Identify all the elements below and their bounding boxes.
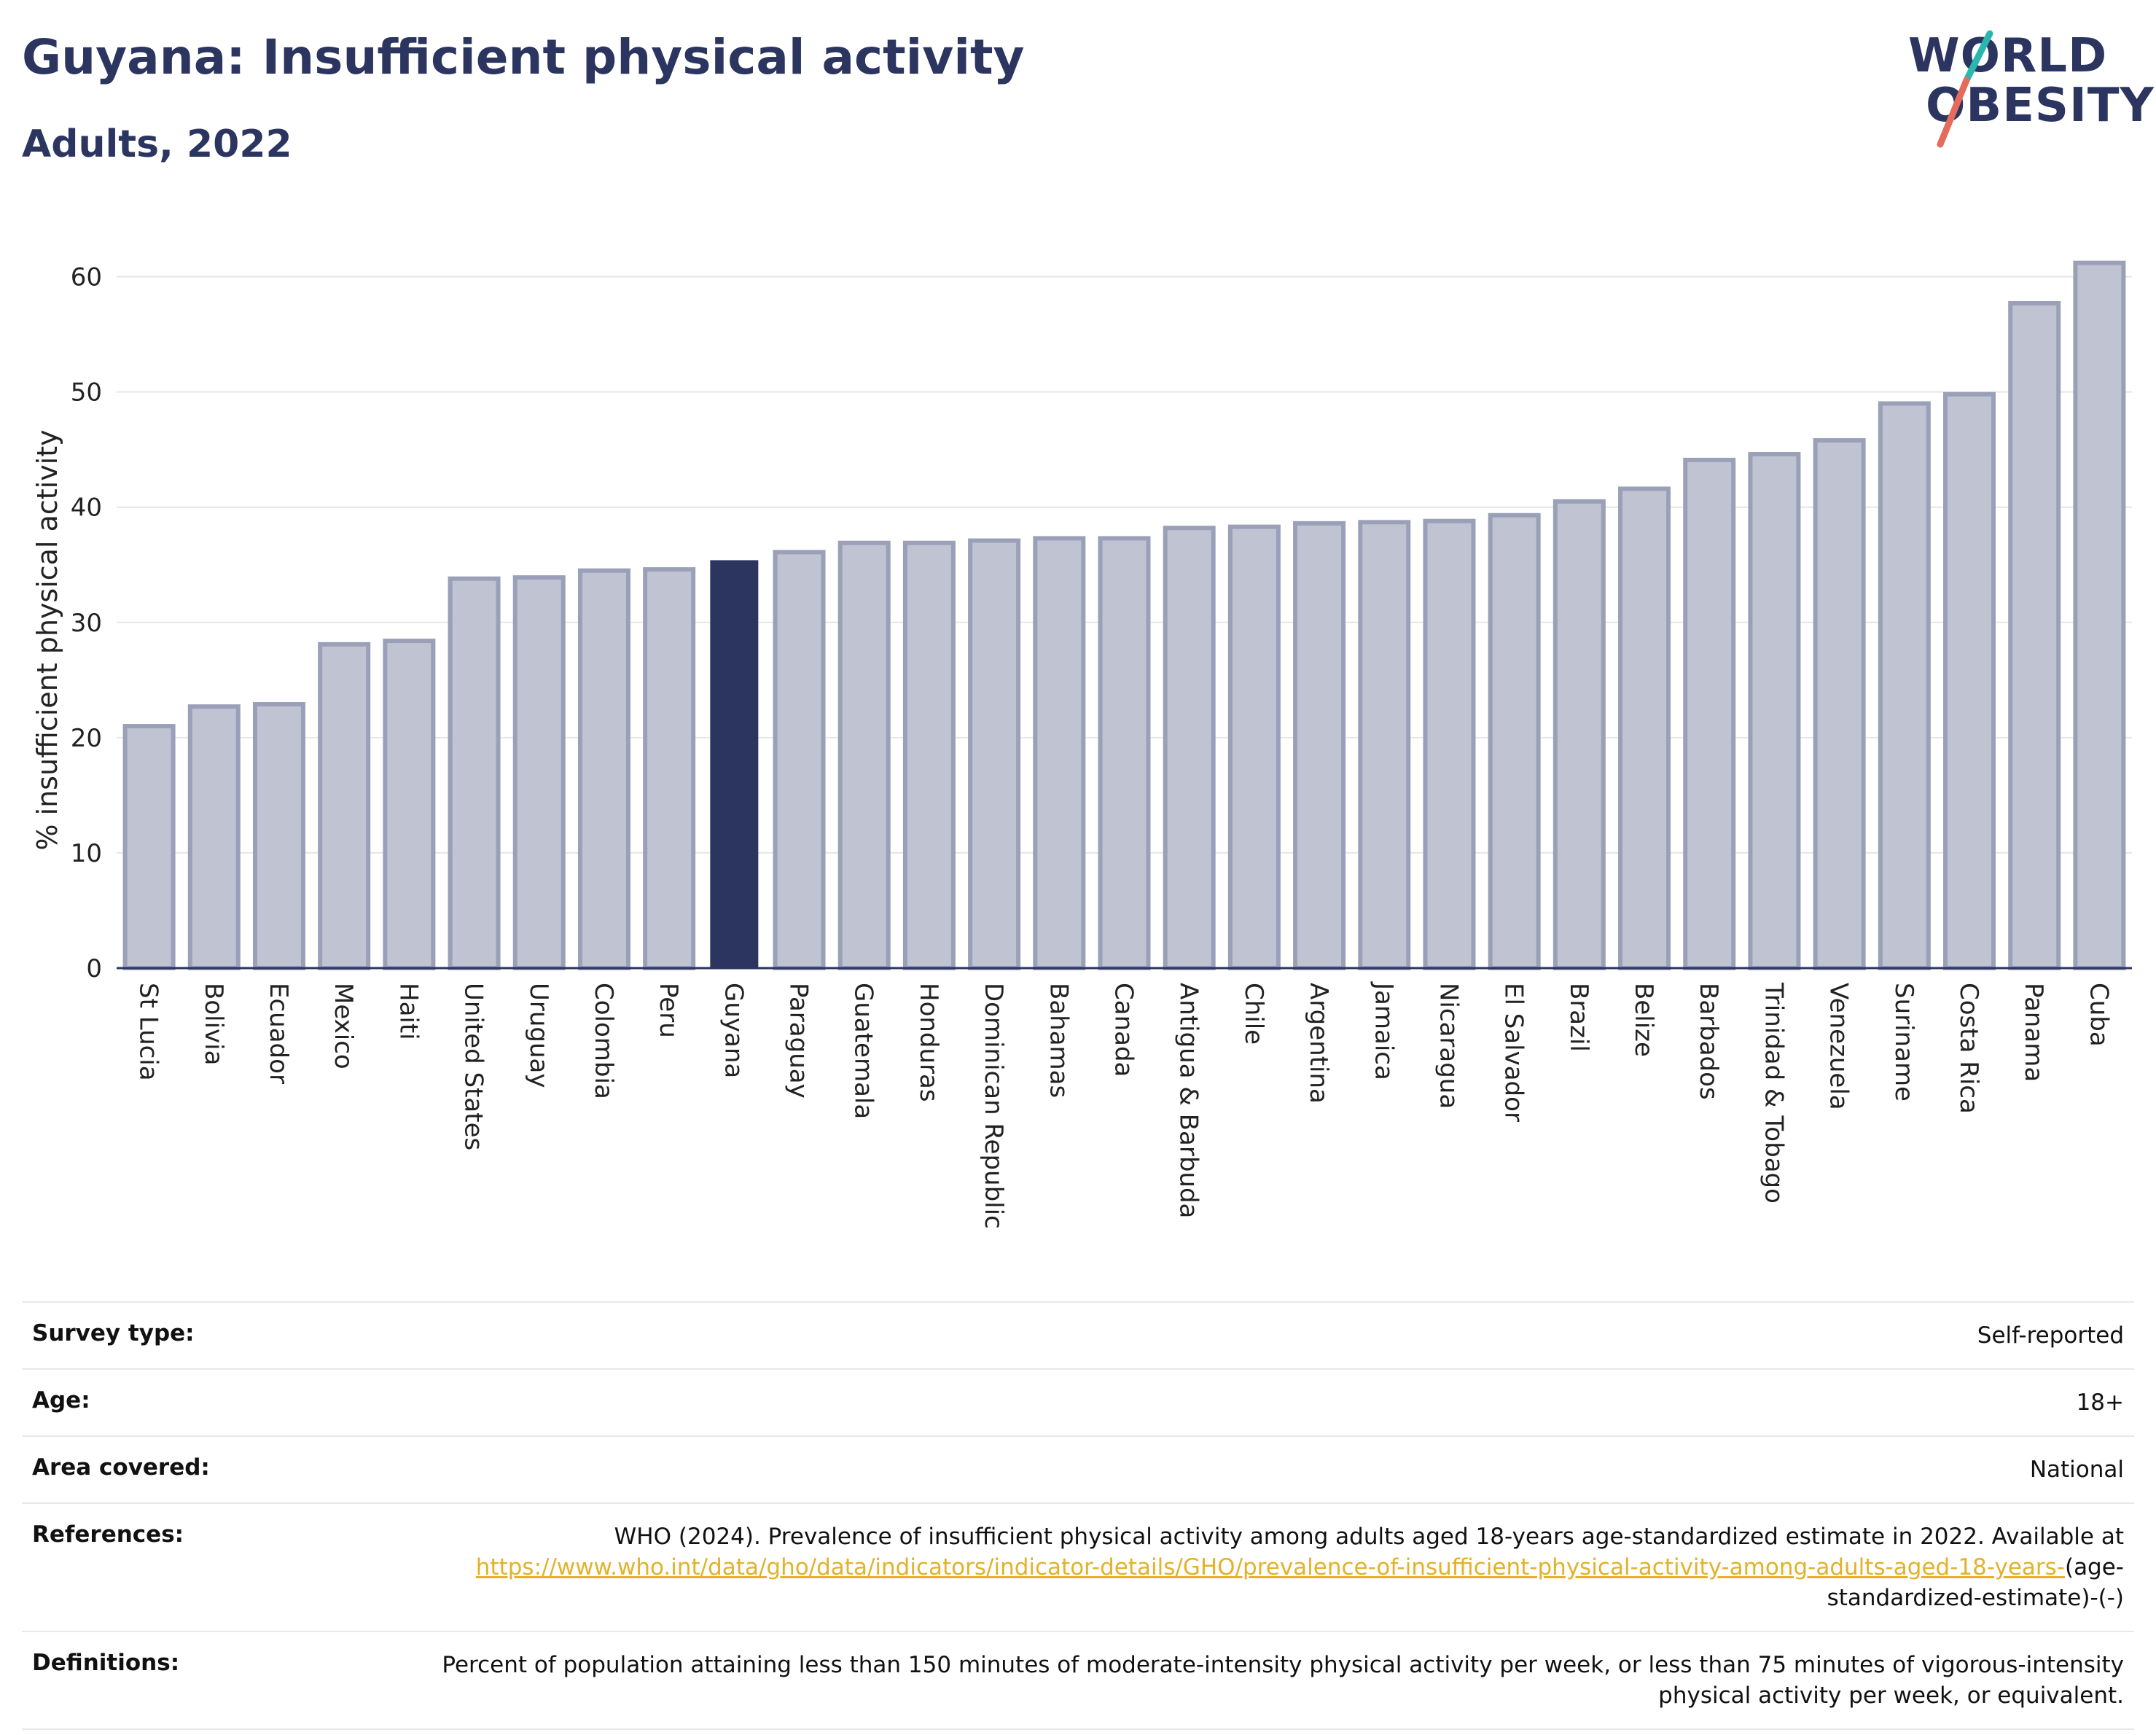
bar-canada [1098, 536, 1151, 970]
y-tick-label: 10 [71, 839, 102, 868]
bar-colombia [577, 568, 630, 970]
chart-title: Guyana: Insufficient physical activity [22, 29, 1025, 85]
x-tick-label: St Lucia [134, 983, 163, 1081]
bar-honduras [902, 540, 956, 970]
bar-el-salvador [1488, 512, 1541, 970]
definitions-row: Definitions: Percent of population attai… [22, 1631, 2134, 1730]
x-tick-label: Guatemala [849, 983, 878, 1119]
area-row: Area covered: National [22, 1435, 2134, 1503]
x-tick-label: Canada [1109, 983, 1138, 1077]
references-link[interactable]: https://www.who.int/data/gho/data/indica… [475, 1554, 2065, 1580]
bar-venezuela [1813, 438, 1866, 970]
x-tick-label: Nicaragua [1434, 983, 1463, 1109]
bar-suriname [1878, 401, 1931, 970]
chart-subtitle: Adults, 2022 [22, 122, 292, 166]
bar-bolivia [187, 704, 241, 970]
x-tick-label: Mexico [329, 983, 358, 1069]
bar-uruguay [512, 575, 566, 970]
y-tick-label: 60 [71, 263, 102, 292]
x-tick-label: Bahamas [1044, 983, 1073, 1098]
bar-united-states [448, 576, 501, 970]
logo-line-1: WORLD [1908, 29, 2108, 83]
bar-ecuador [252, 702, 305, 971]
bar-panama [2008, 300, 2061, 971]
bar-nicaragua [1423, 518, 1476, 971]
bar-peru [643, 567, 696, 970]
bar-bahamas [1033, 536, 1086, 970]
bar-trinidad-tobago [1748, 452, 1801, 970]
bar-argentina [1293, 520, 1346, 970]
definitions-label: Definitions: [22, 1631, 348, 1730]
age-row: Age: 18+ [22, 1368, 2134, 1436]
x-tick-label: Antigua & Barbuda [1174, 983, 1203, 1218]
x-tick-label: Haiti [394, 983, 423, 1040]
bars [122, 260, 2126, 971]
bar-belize [1618, 486, 1671, 970]
y-tick-label: 0 [86, 954, 102, 983]
bar-brazil [1552, 499, 1606, 971]
bar-antigua-barbuda [1163, 526, 1216, 970]
x-tick-label: Brazil [1564, 983, 1593, 1052]
survey-type-label: Survey type: [22, 1301, 348, 1369]
x-tick-label: United States [459, 983, 488, 1150]
y-tick-label: 50 [71, 378, 102, 408]
x-tick-label: Dominican Republic [979, 983, 1008, 1229]
y-axis-label: % insufficient physical activity [31, 429, 63, 850]
age-value: 18+ [348, 1368, 2134, 1436]
x-tick-label: Colombia [589, 983, 618, 1099]
bar-paraguay [773, 550, 826, 970]
bar-mexico [318, 642, 371, 970]
area-value: National [348, 1435, 2134, 1503]
x-tick-label: Barbados [1694, 983, 1723, 1100]
y-axis-ticks: 0 10 20 30 40 50 60 [71, 263, 102, 983]
x-axis-ticks: St Lucia Bolivia Ecuador Mexico Haiti United … [134, 981, 2114, 1229]
bar-chart: 0 10 20 30 40 50 60 St Lucia Bolivia Ecuador Mexi… [31, 260, 2132, 1229]
survey-type-row: Survey type: Self-reported [22, 1301, 2134, 1369]
x-tick-label: Honduras [914, 983, 943, 1102]
bar-dominican-republic [968, 538, 1021, 971]
area-label: Area covered: [22, 1435, 348, 1503]
y-tick-label: 30 [71, 609, 102, 638]
x-tick-label: Trinidad & Tobago [1759, 982, 1788, 1204]
bar-barbados [1683, 457, 1736, 970]
bar-chile [1227, 524, 1281, 970]
x-tick-label: Uruguay [524, 983, 553, 1088]
x-tick-label: Argentina [1304, 983, 1333, 1104]
x-tick-label: Suriname [1889, 983, 1918, 1102]
bar-haiti [383, 639, 436, 971]
references-label: References: [22, 1502, 348, 1631]
x-tick-label: Belize [1629, 983, 1658, 1057]
x-tick-label: Costa Rica [1954, 983, 1983, 1114]
bar-cuba [2073, 260, 2126, 971]
bar-st-lucia [122, 724, 176, 970]
bar-costa-rica [1943, 391, 1996, 971]
y-tick-label: 20 [71, 724, 102, 753]
world-obesity-logo: WORLD OBESITY [1895, 29, 2154, 153]
x-tick-label: El Salvador [1499, 983, 1528, 1122]
bar-guatemala [837, 540, 891, 970]
definitions-value: Percent of population attaining less tha… [348, 1631, 2134, 1730]
x-tick-label: Bolivia [199, 983, 228, 1065]
metadata-table: Survey type: Self-reported Age: 18+ Area… [22, 1301, 2134, 1730]
survey-type-value: Self-reported [348, 1301, 2134, 1369]
references-suffix: (age-standardized-estimate)-(-) [1827, 1554, 2124, 1611]
x-tick-label: Cuba [2084, 983, 2113, 1047]
x-tick-label: Panama [2019, 983, 2048, 1082]
x-tick-label: Peru [654, 983, 683, 1038]
x-tick-label: Jamaica [1369, 981, 1398, 1080]
references-value: WHO (2024). Prevalence of insufficient p… [348, 1502, 2134, 1631]
bar-jamaica [1358, 520, 1411, 970]
x-tick-label: Paraguay [784, 983, 813, 1099]
age-label: Age: [22, 1368, 348, 1436]
logo-slash-icon [1937, 30, 1993, 148]
x-tick-label: Ecuador [264, 983, 293, 1084]
references-row: References: WHO (2024). Prevalence of in… [22, 1502, 2134, 1631]
x-tick-label: Venezuela [1824, 983, 1854, 1110]
bar-guyana [710, 560, 759, 968]
x-tick-label: Chile [1239, 983, 1268, 1045]
x-tick-label: Guyana [719, 983, 748, 1078]
y-tick-label: 40 [71, 494, 102, 523]
references-text: WHO (2024). Prevalence of insufficient p… [614, 1524, 2124, 1550]
